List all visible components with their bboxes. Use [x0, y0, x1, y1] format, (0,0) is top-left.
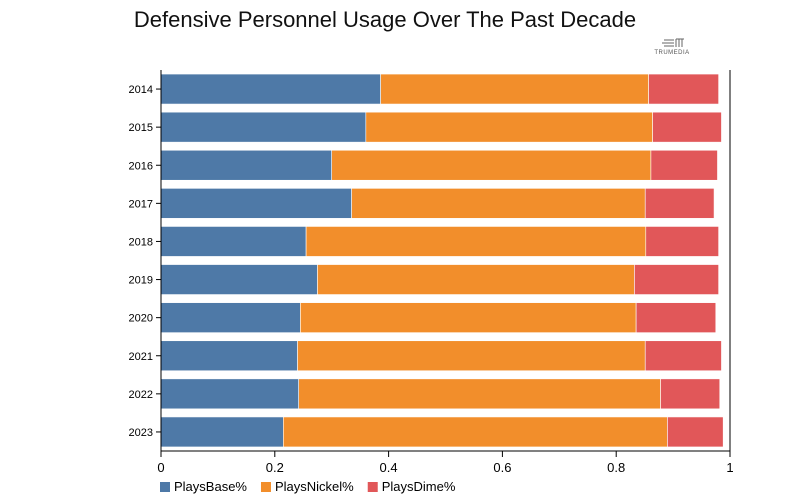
- trumedia-logo-text: TRUMEDIA: [654, 50, 689, 56]
- x-tick-label: 0: [157, 460, 164, 475]
- y-tick-label: 2023: [129, 427, 153, 439]
- plot-area: 2014 2015 2016 2017 2018 2019 2020 2021 2022 2023…: [129, 70, 734, 475]
- bar-playsnickel-2023: [283, 416, 668, 448]
- bar-playsbase-2016: [160, 149, 332, 181]
- bar-playsnickel-2016: [331, 149, 652, 181]
- y-tick-label: 2021: [129, 351, 153, 363]
- legend-label-playsdime: PlaysDime%: [382, 479, 456, 494]
- bar-playsdime-2014: [648, 73, 719, 105]
- y-tick-label: 2015: [129, 122, 153, 134]
- bar-playsnickel-2022: [298, 378, 661, 410]
- legend-label-playsbase: PlaysBase%: [174, 479, 247, 494]
- bar-playsbase-2020: [160, 302, 301, 333]
- bar-playsnickel-2017: [351, 188, 646, 219]
- trumedia-logo-icon: [662, 38, 684, 47]
- y-tick-label: 2016: [129, 160, 153, 172]
- y-tick-label: 2018: [129, 236, 153, 248]
- bar-playsnickel-2020: [300, 302, 637, 333]
- bar-playsnickel-2015: [365, 111, 653, 143]
- bar-playsdime-2020: [635, 302, 717, 333]
- bar-playsdime-2016: [650, 149, 718, 181]
- y-tick-label: 2022: [129, 389, 153, 401]
- legend-label-playsnickel: PlaysNickel%: [275, 479, 354, 494]
- bar-playsdime-2017: [644, 188, 715, 219]
- bar-playsnickel-2021: [297, 340, 646, 372]
- x-tick-label: 0.6: [493, 460, 511, 475]
- y-tick-label: 2020: [129, 313, 153, 325]
- y-tick-label: 2014: [129, 84, 153, 96]
- legend: PlaysBase% PlaysNickel% PlaysDime%: [160, 479, 456, 494]
- y-tick-label: 2017: [129, 198, 153, 210]
- trumedia-logo: TRUMEDIA: [654, 38, 689, 56]
- bar-playsnickel-2014: [380, 73, 649, 105]
- bar-playsdime-2019: [634, 264, 719, 295]
- x-tick-label: 0.4: [380, 460, 398, 475]
- bar-playsdime-2015: [652, 111, 722, 143]
- bar-playsnickel-2019: [317, 264, 635, 295]
- x-tick-label: 0.2: [266, 460, 284, 475]
- legend-swatch-playsnickel: [260, 482, 271, 492]
- bar-playsbase-2019: [160, 264, 318, 295]
- bar-playsdime-2021: [644, 340, 722, 372]
- legend-swatch-playsdime: [367, 482, 378, 492]
- bar-playsnickel-2018: [305, 226, 647, 257]
- bar-playsbase-2022: [160, 378, 299, 410]
- bar-playsbase-2015: [160, 111, 367, 143]
- bar-playsdime-2022: [660, 378, 721, 410]
- bar-playsbase-2023: [160, 416, 284, 448]
- y-tick-label: 2019: [129, 275, 153, 287]
- bar-playsdime-2018: [645, 226, 719, 257]
- x-tick-label: 0.8: [607, 460, 625, 475]
- bar-playsbase-2014: [160, 73, 381, 105]
- bar-playsbase-2017: [160, 188, 352, 219]
- bar-playsbase-2021: [160, 340, 298, 372]
- bar-playsdime-2023: [667, 416, 724, 448]
- x-tick-label: 1: [726, 460, 733, 475]
- legend-swatch-playsbase: [160, 482, 170, 492]
- chart-title: Defensive Personnel Usage Over The Past …: [134, 7, 636, 32]
- bar-playsbase-2018: [160, 226, 307, 257]
